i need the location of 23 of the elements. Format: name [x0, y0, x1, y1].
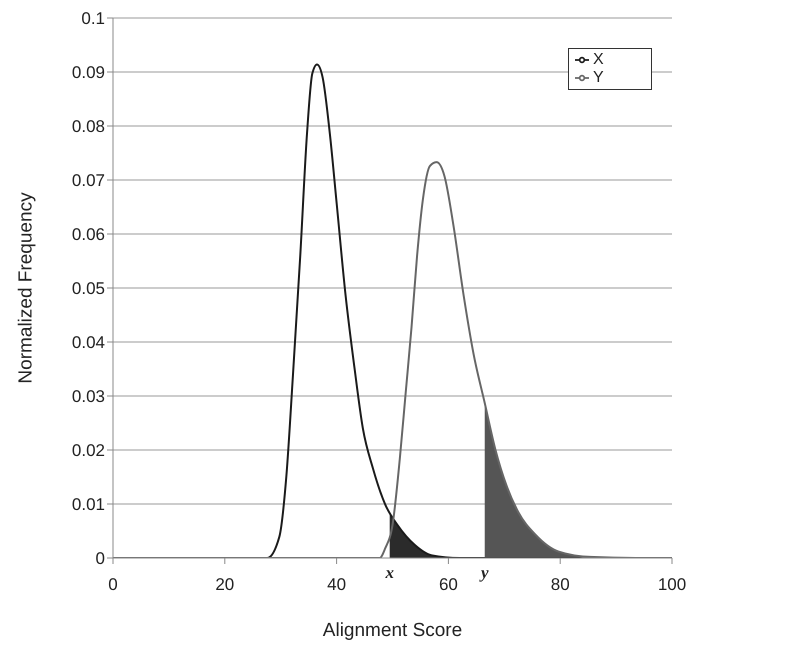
y-tick-label: 0.04	[72, 333, 105, 352]
y-tick-label: 0.07	[72, 171, 105, 190]
y-tick-label: 0.08	[72, 117, 105, 136]
y-axis-title: Normalized Frequency	[16, 192, 37, 384]
y-tick-label: 0.1	[81, 9, 105, 28]
x-tick-label: 80	[550, 575, 570, 594]
legend-label: X	[593, 51, 604, 68]
y-tick-label: 0.06	[72, 225, 105, 244]
annotation: y	[478, 563, 489, 582]
y-tick-label: 0	[96, 549, 105, 568]
y-tick-label: 0.09	[72, 63, 105, 82]
annotation: x	[384, 563, 394, 582]
y-tick-label: 0.03	[72, 387, 105, 406]
legend-label: Y	[593, 69, 604, 86]
y-tick-label: 0.02	[72, 441, 105, 460]
y-tick-label: 0.01	[72, 495, 105, 514]
x-axis-title: Alignment Score	[322, 620, 462, 641]
x-tick-label: 100	[658, 575, 686, 594]
x-tick-label: 40	[327, 575, 346, 594]
x-tick-label: 20	[215, 575, 234, 594]
x-tick-label: 0	[108, 575, 118, 594]
x-tick-label: 60	[438, 575, 458, 594]
y-tick-label: 0.05	[72, 279, 105, 298]
